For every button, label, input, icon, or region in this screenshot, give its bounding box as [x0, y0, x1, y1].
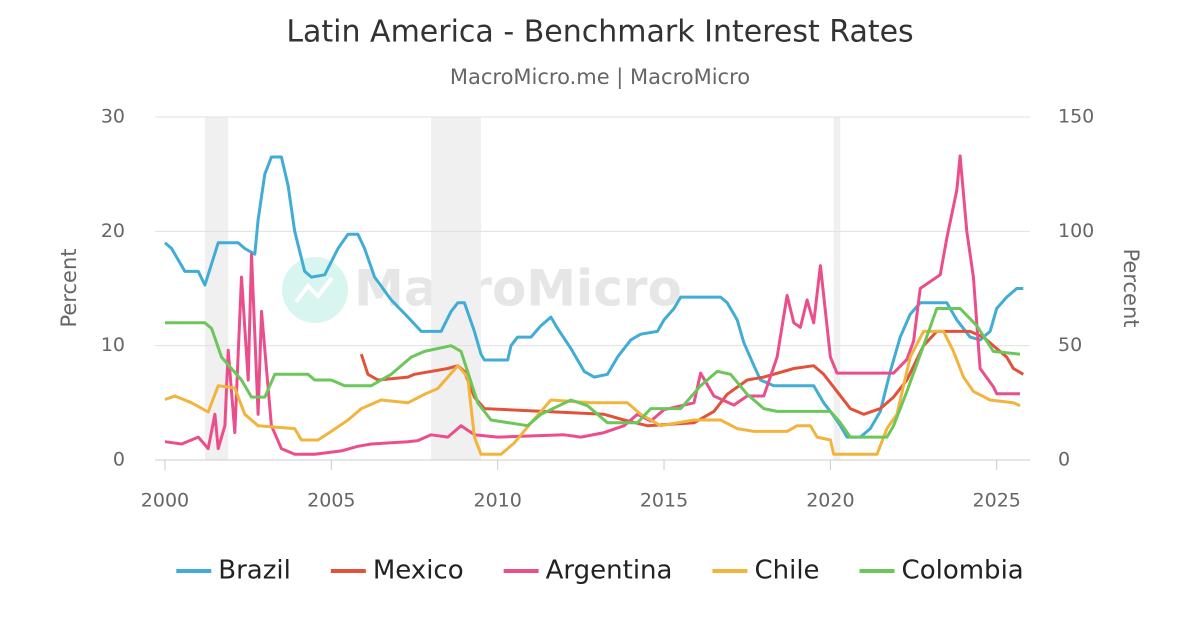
legend-label: Chile — [754, 556, 819, 586]
y-tick-label: 0 — [113, 449, 125, 471]
legend-label: Colombia — [902, 556, 1024, 586]
legend-label: Mexico — [373, 556, 464, 586]
legend-label: Brazil — [218, 556, 291, 586]
watermark-circle — [282, 257, 348, 323]
recession-band — [204, 117, 229, 460]
y-tick-label: 20 — [101, 220, 125, 242]
y2-tick-label: 100 — [1058, 220, 1094, 242]
y2-tick-label: 0 — [1058, 449, 1070, 471]
recession-band — [431, 117, 482, 460]
legend-label: Argentina — [546, 556, 673, 586]
y2-tick-label: 150 — [1058, 106, 1094, 128]
series-line — [164, 155, 1024, 439]
series-line — [164, 154, 1020, 456]
x-tick-label: 2015 — [640, 490, 688, 512]
y-tick-label: 10 — [101, 334, 125, 356]
x-tick-label: 2000 — [141, 490, 189, 512]
plot-background — [155, 116, 1030, 461]
watermark-logo — [282, 257, 348, 323]
y-axis-title: Percent — [57, 248, 81, 327]
y2-axis-title: Percent — [1119, 248, 1143, 327]
y-tick-label: 30 — [101, 106, 125, 128]
x-tick-label: 2010 — [474, 490, 522, 512]
legend: Brazil Mexico Argentina Chile Colombia — [176, 556, 1024, 586]
x-tick-label: 2020 — [806, 490, 854, 512]
chart-subtitle: MacroMicro.me | MacroMicro — [450, 65, 750, 90]
watermark: MacroMicro — [354, 260, 682, 318]
x-tick-label: 2005 — [307, 490, 355, 512]
series-line — [165, 307, 1021, 439]
y2-tick-label: 50 — [1058, 334, 1082, 356]
x-tick-label: 2025 — [973, 490, 1021, 512]
watermark-icon — [294, 276, 334, 304]
recession-band — [833, 117, 841, 460]
chart-title: Latin America - Benchmark Interest Rates — [286, 15, 913, 50]
series-line — [359, 329, 1025, 428]
